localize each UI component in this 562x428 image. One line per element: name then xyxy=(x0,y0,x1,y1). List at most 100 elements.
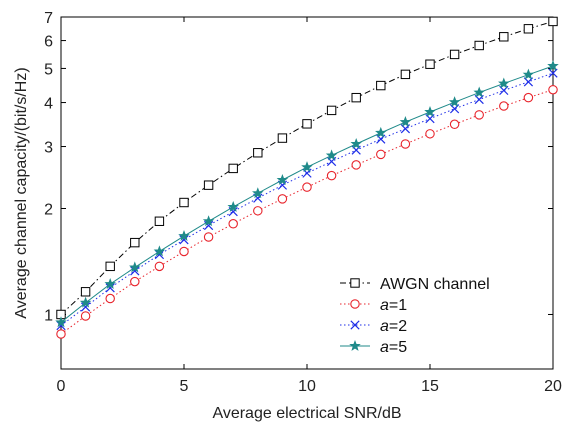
series-layer xyxy=(55,16,559,339)
x-tick-label: 20 xyxy=(544,378,562,395)
series-2-line xyxy=(60,89,554,335)
series-4-point xyxy=(252,187,264,199)
x-axis-label: Average electrical SNR/dB xyxy=(212,405,401,422)
y-tick-label: 1 xyxy=(44,307,53,324)
series-2-point xyxy=(105,293,115,304)
legend-item: AWGN channel xyxy=(340,276,490,293)
series-2-point xyxy=(425,129,435,139)
series-2-point xyxy=(548,84,558,95)
series-1-point xyxy=(302,119,312,129)
series-4-point xyxy=(55,316,67,328)
series-1-point xyxy=(400,69,411,80)
x-tick-label: 5 xyxy=(180,378,189,395)
y-tick-label: 2 xyxy=(44,202,53,219)
legend-marker xyxy=(350,299,360,309)
x-tick-label: 15 xyxy=(421,378,439,395)
series-4-point xyxy=(202,215,215,227)
legend-item: a=2 xyxy=(340,318,407,335)
series-1-point xyxy=(130,237,140,248)
series-2-point xyxy=(228,219,238,229)
legend-label: a=1 xyxy=(380,297,407,314)
legend-label: a=2 xyxy=(380,318,407,335)
y-tick-label: 6 xyxy=(44,34,53,51)
series-4-point xyxy=(301,161,313,173)
series-2-point xyxy=(376,149,386,160)
series-2-point xyxy=(56,329,66,339)
series-1-point xyxy=(179,197,189,208)
legend-marker xyxy=(350,278,360,288)
x-tick-label: 0 xyxy=(57,378,66,395)
series-4-point xyxy=(473,86,485,98)
series-4-point xyxy=(424,105,436,117)
series-1-point xyxy=(80,287,91,297)
y-tick-label: 5 xyxy=(44,61,53,78)
series-1-point xyxy=(499,32,509,42)
series-2-point xyxy=(302,182,312,192)
series-4-point xyxy=(325,149,338,161)
plot-area xyxy=(60,16,554,370)
series-4-point xyxy=(153,245,166,257)
series-1-point xyxy=(474,40,484,51)
y-tick-label: 7 xyxy=(44,10,53,27)
series-2-point xyxy=(154,261,165,272)
series-4-point xyxy=(498,77,510,89)
series-1-point xyxy=(105,261,115,272)
series-2-point xyxy=(253,206,263,216)
series-3-point xyxy=(105,283,115,293)
legend-label: AWGN channel xyxy=(380,276,490,293)
series-1 xyxy=(56,16,558,320)
series-1-point xyxy=(253,148,263,158)
series-2-point xyxy=(449,119,460,130)
legend-marker xyxy=(350,320,360,330)
series-4-point xyxy=(178,230,190,241)
series-1-point xyxy=(548,16,558,27)
series-2-point xyxy=(400,139,411,149)
y-axis-ticks: 1 2 3 4 5 6 7 xyxy=(44,10,553,324)
series-2-point xyxy=(499,101,509,111)
series-2 xyxy=(56,84,558,339)
x-tick-label: 10 xyxy=(298,378,316,395)
series-4-point xyxy=(547,59,559,71)
legend: AWGN channel a=1 a=2 a=5 xyxy=(340,276,490,356)
y-tick-label: 4 xyxy=(44,96,53,113)
series-4-point xyxy=(227,200,239,212)
series-2-point xyxy=(351,160,361,170)
y-axis-label: Average channel capacity/(bit/s/Hz) xyxy=(13,67,30,318)
series-2-point xyxy=(179,246,189,257)
series-1-point xyxy=(326,105,337,116)
series-4-point xyxy=(350,137,362,149)
series-1-point xyxy=(228,163,238,174)
y-tick-label: 3 xyxy=(44,140,53,157)
series-4-point xyxy=(79,296,92,308)
series-3-point xyxy=(130,266,140,276)
series-1-point xyxy=(425,59,435,69)
series-4-point xyxy=(448,96,461,108)
series-4-point xyxy=(276,173,289,185)
legend-label: a=5 xyxy=(380,339,407,356)
series-1-point xyxy=(449,49,460,60)
series-1-point xyxy=(523,24,534,34)
series-1-point xyxy=(154,216,165,226)
series-3-point xyxy=(179,235,189,245)
series-4 xyxy=(55,59,559,328)
series-3-point xyxy=(80,302,91,312)
series-1-point xyxy=(351,92,361,103)
series-2-point xyxy=(474,110,484,120)
series-2-point xyxy=(203,232,214,242)
series-1-point xyxy=(277,133,288,143)
series-4-point xyxy=(399,116,412,127)
series-2-point xyxy=(80,311,91,321)
series-2-point xyxy=(277,194,288,204)
legend-item: a=5 xyxy=(340,339,407,356)
series-1-point xyxy=(376,80,386,91)
series-4-point xyxy=(375,126,387,138)
series-4-point xyxy=(522,68,535,80)
series-2-point xyxy=(130,276,140,287)
series-4-point xyxy=(104,278,116,289)
series-2-point xyxy=(523,92,534,103)
series-3-line xyxy=(60,72,554,326)
series-4-point xyxy=(129,261,141,273)
series-1-point xyxy=(203,180,214,190)
series-2-point xyxy=(326,170,337,181)
